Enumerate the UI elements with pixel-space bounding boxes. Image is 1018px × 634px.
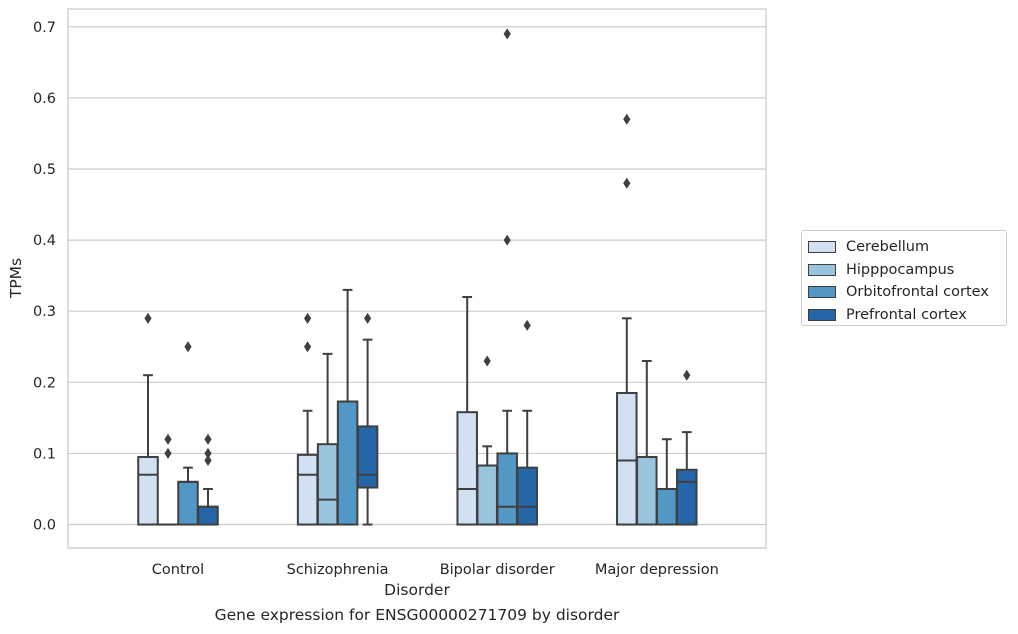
- box-3-2: [656, 438, 678, 526]
- box-body: [616, 391, 638, 526]
- legend-item: Prefrontal cortex: [808, 304, 1006, 327]
- box-2-2: [496, 28, 518, 526]
- x-tick-label: Major depression: [595, 562, 719, 578]
- legend-swatch: [808, 308, 836, 321]
- outlier-point: [503, 28, 511, 40]
- legend-label: Cerebellum: [846, 239, 930, 256]
- legend-item: Cerebellum: [808, 236, 1006, 259]
- box-body: [296, 453, 319, 526]
- legend-item: Orbitofrontal cortex: [808, 281, 1006, 304]
- outlier-point: [164, 447, 172, 459]
- legend: Cerebellum Hipppocampus Orbitofrontal cort…: [801, 230, 1007, 326]
- box-body: [356, 425, 379, 489]
- y-tick-label: 0.4: [33, 233, 56, 249]
- legend-swatch: [808, 241, 836, 254]
- x-tick-label: Bipolar disorder: [440, 562, 555, 578]
- outlier-point: [204, 455, 212, 467]
- legend-item: Hipppocampus: [808, 259, 1006, 282]
- outlier-point: [623, 113, 631, 125]
- y-tick-labels: 0.0 0.1 0.2 0.3 0.4 0.5 0.6 0.7: [33, 20, 56, 534]
- box-body: [516, 466, 538, 526]
- y-tick-label: 0.0: [33, 518, 56, 534]
- box-plot-marks: [137, 28, 698, 526]
- y-tick-label: 0.6: [33, 91, 56, 107]
- box-0-3: [197, 433, 219, 526]
- box-body: [636, 455, 658, 526]
- box-3-3: [676, 369, 698, 526]
- box-body: [656, 487, 678, 526]
- x-axis-label: Disorder: [384, 581, 450, 599]
- outlier-point: [164, 433, 172, 445]
- box-0-2: [177, 341, 199, 526]
- plot-frame: [67, 8, 767, 549]
- box-1-3: [356, 312, 379, 526]
- outlier-point: [184, 341, 192, 353]
- y-tick-label: 0.1: [33, 446, 56, 462]
- box-body: [676, 468, 698, 526]
- y-tick-label: 0.2: [33, 375, 56, 391]
- legend-label: Prefrontal cortex: [846, 306, 967, 323]
- box-1-2: [336, 288, 359, 526]
- box-2-1: [476, 355, 498, 526]
- box-0-1: [157, 433, 179, 526]
- box-2-3: [516, 319, 538, 526]
- outlier-point: [204, 433, 212, 445]
- box-body: [197, 505, 219, 526]
- box-1-1: [316, 352, 339, 526]
- y-tick-label: 0.3: [33, 304, 56, 320]
- chart-caption: Gene expression for ENSG00000271709 by d…: [214, 606, 620, 624]
- box-3-1: [636, 359, 658, 526]
- legend-swatch: [808, 286, 836, 299]
- box-body: [496, 452, 518, 526]
- outlier-point: [304, 341, 312, 353]
- outlier-point: [523, 319, 531, 331]
- outlier-point: [304, 312, 312, 324]
- box-1-0: [296, 312, 319, 526]
- x-tick-label: Schizophrenia: [287, 562, 389, 578]
- box-body: [336, 400, 359, 526]
- y-tick-label: 0.7: [33, 20, 56, 36]
- y-grid-lines: [68, 26, 766, 526]
- box-body: [177, 480, 199, 526]
- y-tick-label: 0.5: [33, 162, 56, 178]
- box-0-0: [137, 312, 159, 526]
- legend-label: Hipppocampus: [846, 261, 955, 278]
- box-3-0: [616, 113, 638, 526]
- outlier-point: [623, 177, 631, 189]
- box-body: [476, 464, 498, 526]
- outlier-point: [144, 312, 152, 324]
- outlier-point: [503, 234, 511, 246]
- box-body: [137, 455, 159, 526]
- x-tick-labels: Control Schizophrenia Bipolar disorder Majo…: [152, 562, 719, 578]
- box-2-0: [456, 295, 478, 526]
- x-tick-label: Control: [152, 562, 204, 578]
- outlier-point: [204, 447, 212, 459]
- outlier-point: [683, 369, 691, 381]
- legend-label: Orbitofrontal cortex: [846, 284, 989, 301]
- box-body: [316, 443, 339, 526]
- outlier-point: [364, 312, 372, 324]
- outlier-point: [483, 355, 491, 367]
- y-axis-label: TPMs: [7, 258, 25, 299]
- box-body: [456, 411, 478, 526]
- legend-swatch: [808, 263, 836, 276]
